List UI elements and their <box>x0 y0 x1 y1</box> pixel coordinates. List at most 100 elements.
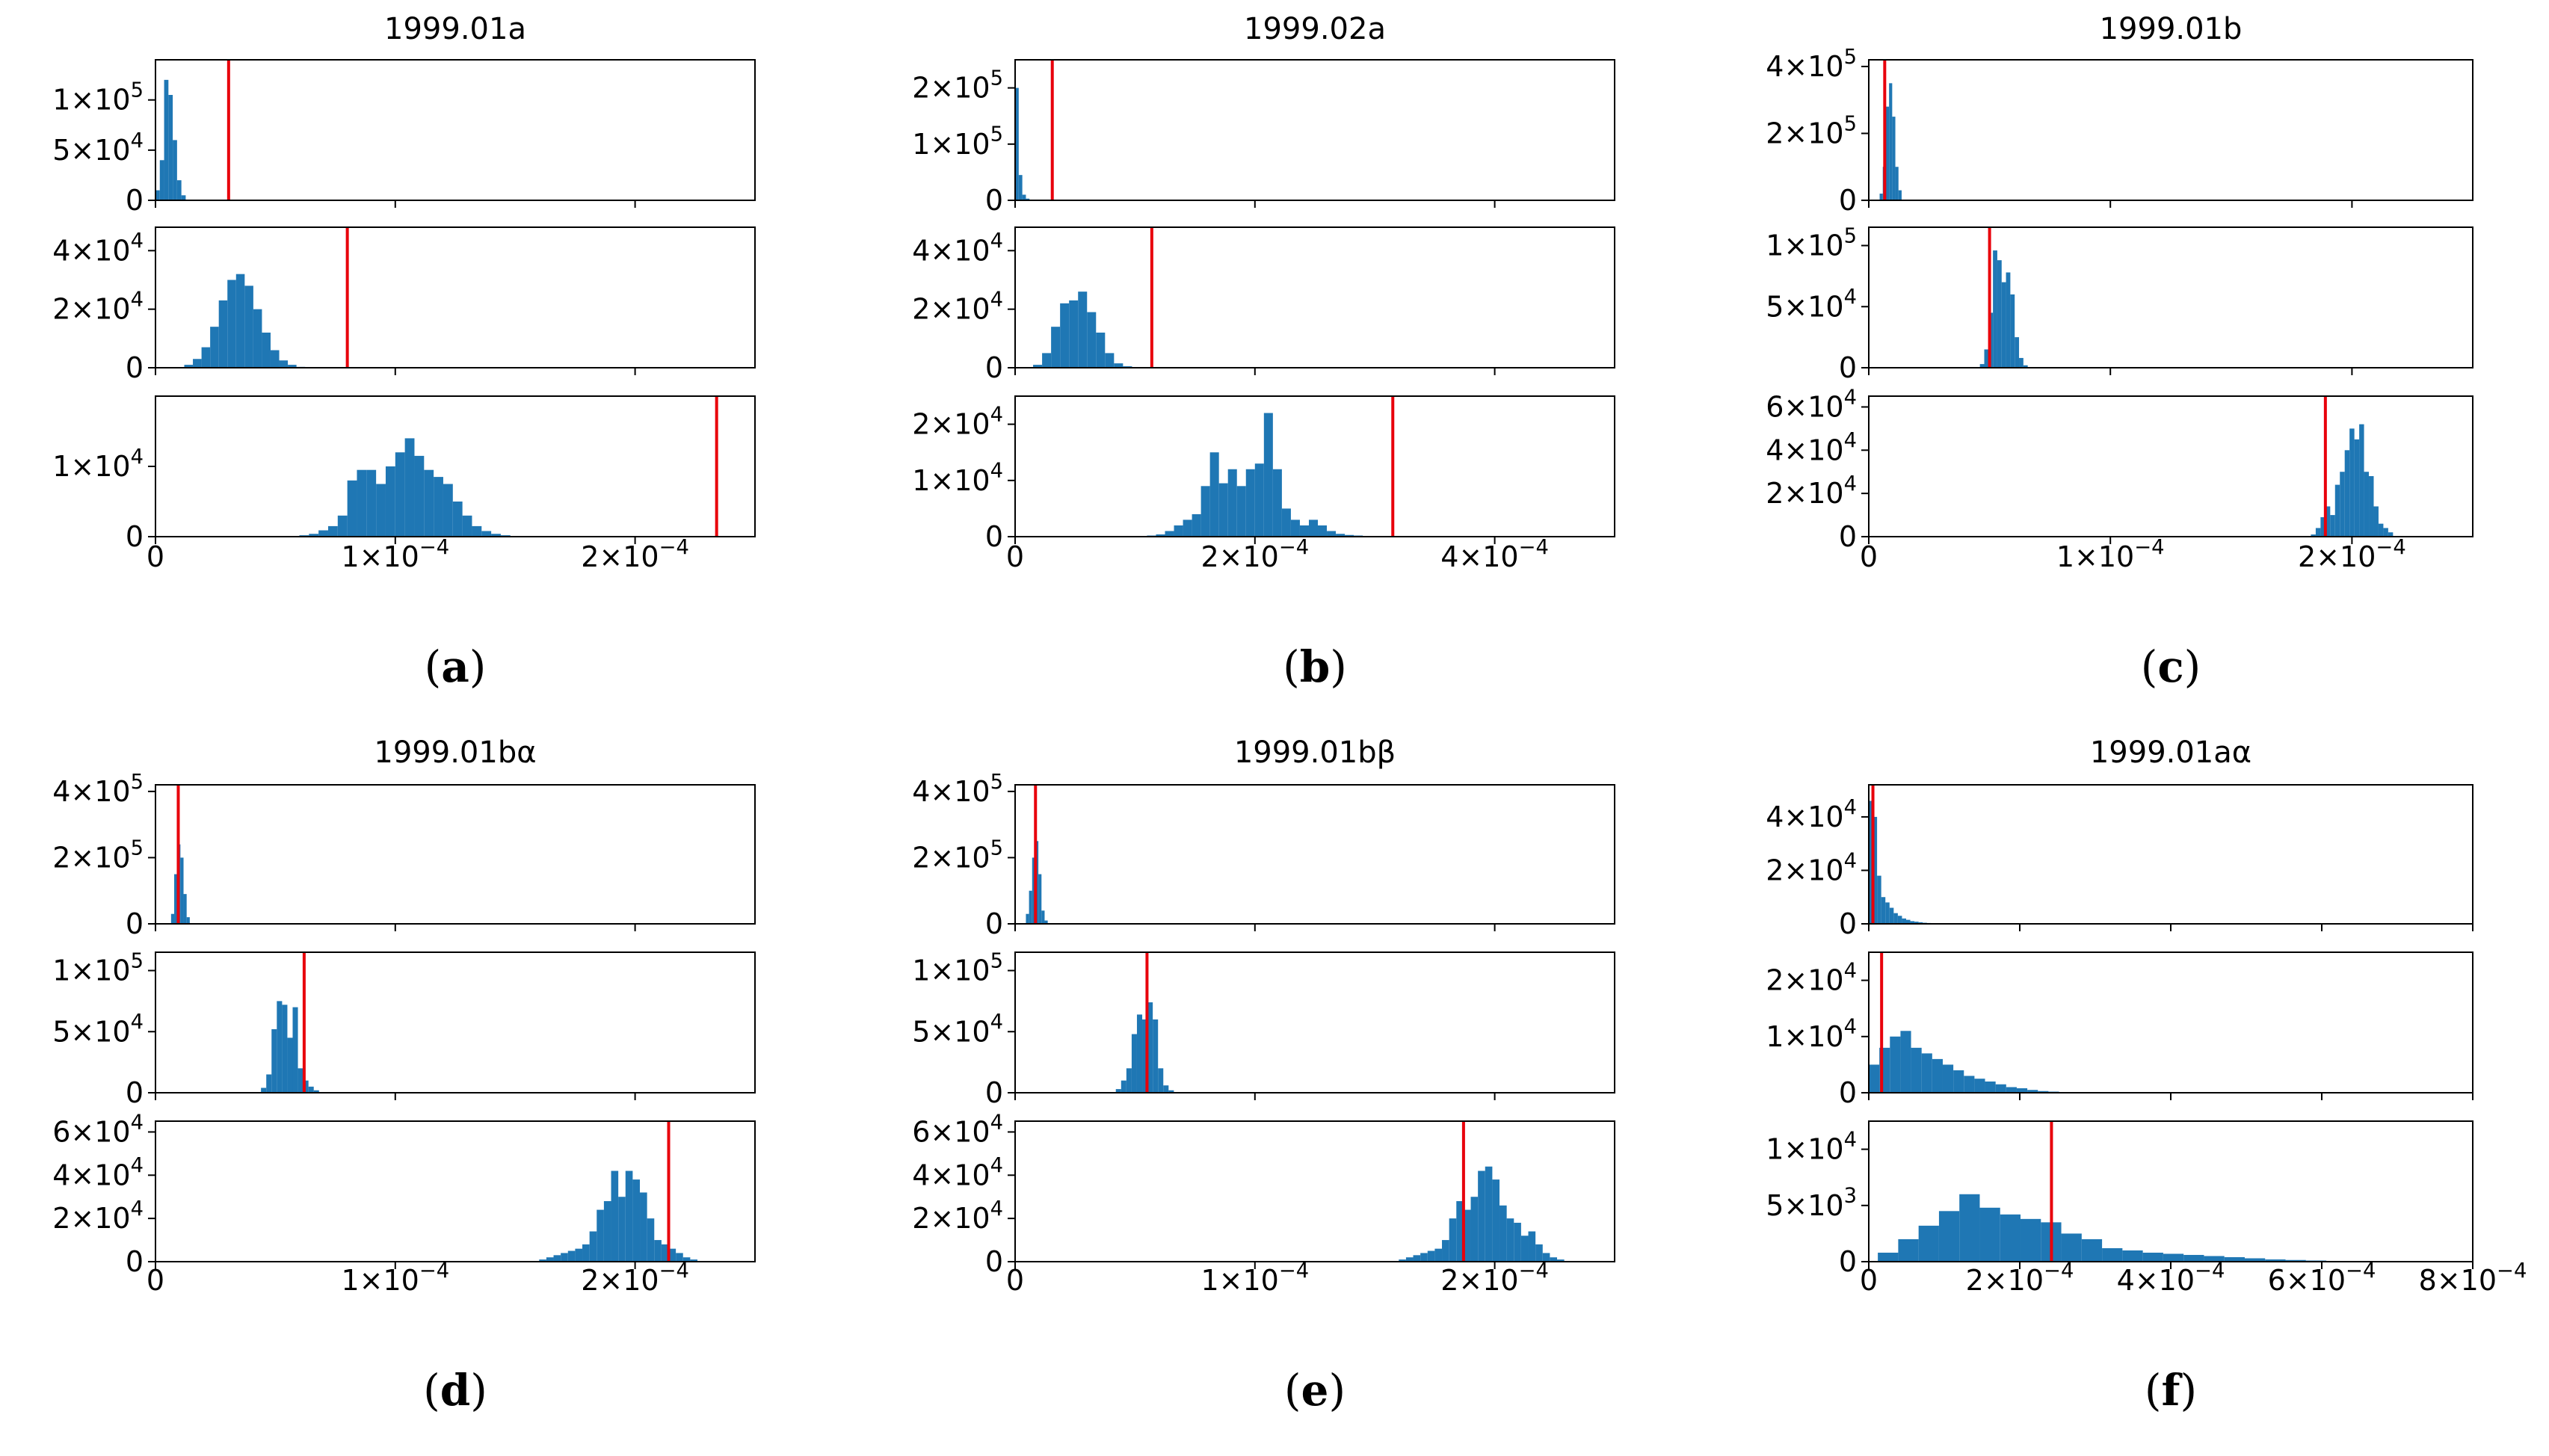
histogram-bar <box>1245 469 1255 537</box>
histogram-bar <box>690 1259 698 1262</box>
histogram <box>1115 1002 1174 1093</box>
histogram-bar <box>2369 476 2374 537</box>
histogram-bar <box>1022 194 1026 200</box>
histogram <box>1399 1166 1565 1262</box>
y-tick: 2×105 <box>1766 112 1857 149</box>
y-tick-label: 0 <box>985 1076 1003 1109</box>
histogram-bar <box>1885 902 1890 924</box>
histogram-bar <box>1895 167 1899 200</box>
histogram <box>1147 413 1363 537</box>
histogram-bar <box>1318 525 1328 537</box>
histogram-bar <box>277 1001 283 1093</box>
y-tick: 2×104 <box>912 404 1003 441</box>
histogram-bar <box>1869 1064 1880 1093</box>
histogram-bar <box>1153 1019 1159 1093</box>
histogram-bar <box>1897 916 1902 924</box>
y-tick: 4×105 <box>1766 46 1857 83</box>
y-tick: 5×103 <box>1766 1185 1857 1222</box>
panel-caption: (d) <box>423 1365 487 1416</box>
y-tick: 0 <box>985 907 1003 940</box>
y-tick-label: 0 <box>985 351 1003 384</box>
subplot-2: 0 5×104 1×105 <box>1766 224 2474 384</box>
x-tick-exponent: −4 <box>1519 1259 1549 1283</box>
caption-text: (d) <box>423 1365 487 1416</box>
caption-paren: ) <box>2184 641 2201 692</box>
y-tick: 4×104 <box>1766 429 1857 466</box>
caption-text: (e) <box>1284 1365 1346 1416</box>
y-tick-label: 1×10 <box>912 128 990 161</box>
caption-letter: c <box>2157 641 2183 692</box>
histogram-bar <box>1434 1248 1443 1262</box>
histogram-bar <box>1420 1253 1428 1262</box>
histogram-bar <box>2320 516 2325 537</box>
caption-paren: ( <box>2141 641 2158 692</box>
histogram-bar <box>309 534 319 537</box>
histogram-bar <box>1528 1231 1536 1262</box>
histogram-bar <box>183 894 187 924</box>
histogram-bar <box>279 360 289 368</box>
histogram-bar <box>1015 87 1019 200</box>
x-tick-label: 0 <box>1006 1264 1024 1297</box>
y-tick-label: 0 <box>985 1245 1003 1278</box>
y-tick: 2×104 <box>1766 849 1857 886</box>
y-tick: 2×104 <box>52 1197 144 1235</box>
histogram-bar <box>1932 1058 1943 1093</box>
histogram-bar <box>1918 922 1923 924</box>
histogram-bar <box>1881 897 1886 924</box>
y-tick-label: 4×10 <box>912 775 990 808</box>
panel-caption: (a) <box>425 641 487 692</box>
histogram <box>2311 424 2394 537</box>
histogram-bar <box>347 480 357 537</box>
axes-frame <box>1014 395 1615 537</box>
histogram-bar <box>357 469 367 537</box>
histogram-bar <box>603 1201 611 1262</box>
y-tick: 2×105 <box>912 67 1003 105</box>
caption-paren: ) <box>1328 1365 1346 1416</box>
histogram-bar <box>253 309 262 368</box>
histogram-bar <box>1033 365 1043 368</box>
histogram-bar <box>366 469 377 537</box>
histogram-bar <box>1290 519 1300 537</box>
histogram-bar <box>582 1244 590 1262</box>
histogram-bar <box>2001 282 2006 368</box>
y-tick: 0 <box>985 184 1003 217</box>
y-tick: 2×104 <box>52 289 144 326</box>
y-tick: 0 <box>985 351 1003 384</box>
y-tick-exponent: 4 <box>1844 386 1857 409</box>
x-tick: 0 <box>1006 1264 1024 1297</box>
y-tick-label: 4×10 <box>1766 801 1843 833</box>
histogram-bar <box>2244 1258 2266 1262</box>
caption-text: (f) <box>2145 1365 2197 1416</box>
histogram-bar <box>1898 190 1902 200</box>
axes-frame <box>155 784 756 925</box>
histogram-bar <box>2224 1256 2245 1262</box>
panel-caption: (f) <box>2145 1365 2197 1416</box>
y-tick: 6×104 <box>1766 386 1857 423</box>
histogram-bar <box>1041 910 1045 924</box>
y-tick-label: 0 <box>1839 184 1857 217</box>
histogram-bar <box>244 286 253 368</box>
histogram-bar <box>288 365 297 368</box>
axes-frame <box>1014 784 1615 925</box>
histogram-bar <box>1557 1259 1565 1262</box>
caption-paren: ( <box>425 641 442 692</box>
histogram-bar <box>434 477 443 537</box>
histogram-bar <box>193 359 202 368</box>
y-tick: 1×105 <box>52 949 144 987</box>
y-tick: 0 <box>1839 184 1857 217</box>
histogram-bar <box>168 95 173 200</box>
caption-paren: ) <box>1330 641 1347 692</box>
histogram-bar <box>271 1028 277 1093</box>
panel-title: 1999.01bα <box>374 735 536 770</box>
histogram-bar <box>611 1170 619 1262</box>
panel-title: 1999.01bβ <box>1234 735 1396 770</box>
histogram-bar <box>2349 428 2355 537</box>
axes-frame <box>1868 59 2474 201</box>
y-tick-label: 0 <box>1839 351 1857 384</box>
y-tick: 2×104 <box>1766 960 1857 997</box>
x-tick: 8×10−4 <box>2419 1259 2527 1297</box>
